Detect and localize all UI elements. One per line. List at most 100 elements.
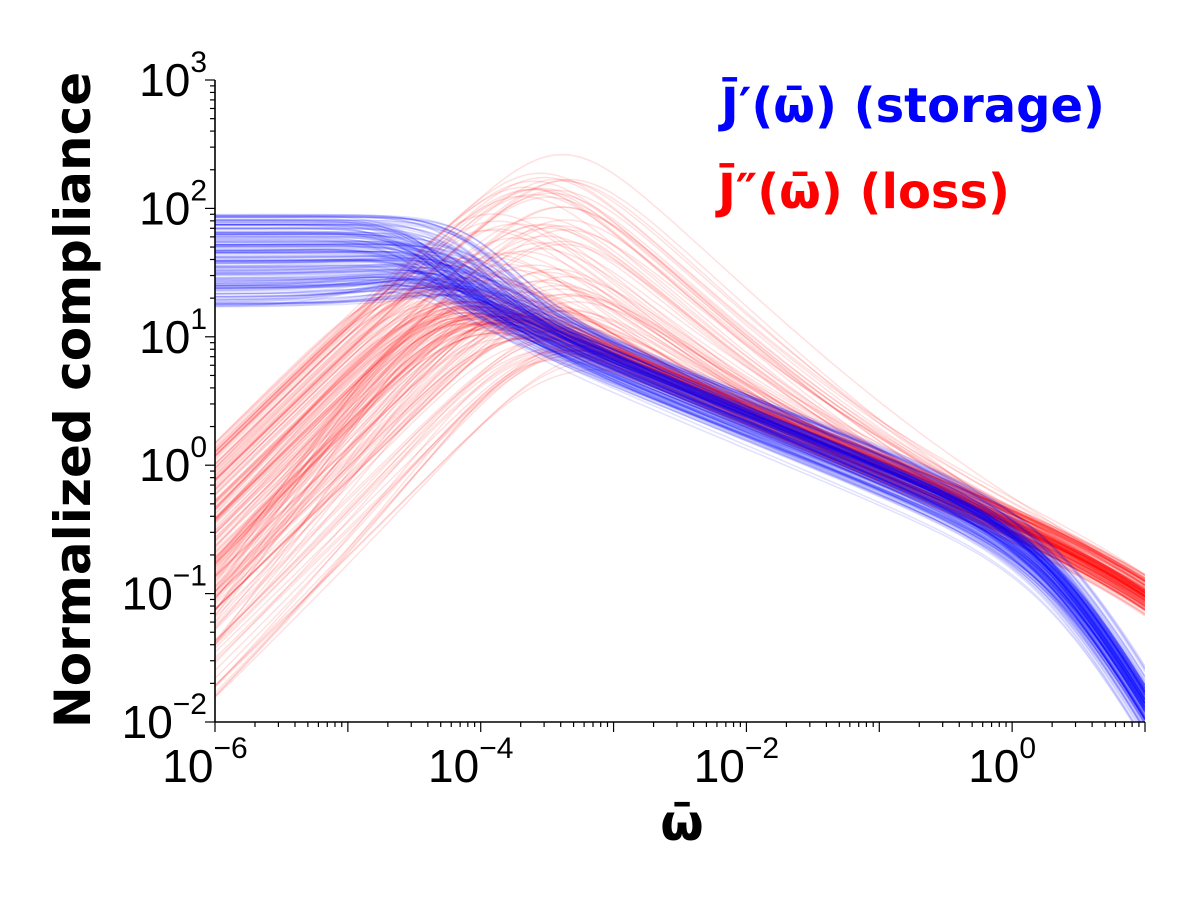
storage-curve: [215, 259, 1145, 713]
loss-curve: [215, 320, 1145, 642]
storage-curve: [215, 256, 1145, 698]
storage-curve: [215, 254, 1145, 708]
loss-curve: [215, 338, 1145, 618]
loss-curve: [215, 344, 1145, 697]
loss-curve: [215, 279, 1145, 598]
loss-curve: [215, 318, 1145, 597]
loss-curve: [215, 300, 1145, 585]
storage-curve: [215, 268, 1145, 708]
storage-curve: [215, 281, 1145, 707]
loss-curve: [215, 280, 1145, 596]
storage-curve: [215, 214, 1145, 692]
storage-curve: [215, 258, 1145, 696]
storage-curve: [215, 293, 1145, 694]
storage-curve: [215, 273, 1145, 720]
storage-curve: [215, 221, 1145, 690]
loss-curve: [215, 317, 1145, 597]
loss-curve: [215, 213, 1145, 580]
loss-curve: [215, 336, 1145, 628]
storage-curve: [215, 223, 1145, 695]
storage-curve: [215, 276, 1145, 687]
y-axis-label: Normalized compliance: [44, 72, 102, 728]
storage-curve: [215, 277, 1145, 712]
loss-curve: [215, 301, 1145, 580]
loss-curve: [215, 339, 1145, 664]
storage-curve: [215, 243, 1145, 689]
storage-curve: [215, 215, 1145, 711]
storage-curve: [215, 231, 1145, 701]
storage-curve: [215, 243, 1145, 706]
storage-curve: [215, 258, 1145, 710]
storage-curve: [215, 221, 1145, 716]
loss-curve: [215, 301, 1145, 599]
loss-curve: [215, 282, 1145, 611]
loss-curve: [215, 311, 1145, 577]
storage-curve: [215, 288, 1145, 692]
storage-curves: [215, 213, 1145, 722]
loss-curve: [215, 321, 1145, 603]
loss-curve: [215, 315, 1145, 607]
loss-curve: [215, 294, 1145, 608]
storage-curve: [215, 233, 1145, 703]
storage-curve: [215, 270, 1145, 699]
loss-curve: [215, 329, 1145, 644]
storage-curve: [215, 223, 1143, 722]
storage-curve: [215, 249, 1145, 719]
loss-curve: [215, 293, 1145, 597]
y-tick-label: 10−2: [122, 688, 207, 748]
x-axis-label: ω̄: [660, 794, 703, 852]
loss-curve: [215, 312, 1145, 599]
loss-curve: [215, 286, 1145, 593]
loss-curve: [215, 193, 1145, 592]
loss-curve: [215, 304, 1145, 599]
loss-curve: [215, 313, 1145, 606]
storage-curve: [215, 271, 1145, 682]
loss-curve: [215, 216, 1145, 589]
loss-curve: [215, 180, 1145, 597]
loss-curve: [215, 336, 1145, 604]
loss-curve: [215, 315, 1145, 591]
loss-curve: [215, 350, 1145, 688]
storage-curve: [215, 264, 1145, 707]
loss-curve: [215, 276, 1145, 594]
storage-curve: [215, 218, 1145, 717]
loss-curve: [215, 189, 1145, 587]
storage-curve: [215, 231, 1145, 710]
storage-curve: [215, 257, 1145, 704]
storage-curve: [215, 250, 1142, 722]
storage-curve: [215, 271, 1145, 721]
loss-curve: [215, 228, 1145, 591]
storage-curve: [215, 223, 1145, 708]
storage-curve: [215, 259, 1145, 712]
storage-curve: [215, 248, 1145, 695]
loss-curve: [215, 321, 1145, 599]
storage-curve: [215, 227, 1145, 693]
loss-curve: [215, 280, 1145, 594]
storage-curve: [215, 278, 1145, 701]
storage-curve: [215, 262, 1145, 680]
loss-curve: [215, 312, 1145, 588]
loss-curve: [215, 176, 1145, 577]
storage-curve: [215, 232, 1145, 704]
storage-curve: [215, 237, 1145, 693]
loss-curve: [215, 229, 1145, 612]
loss-curve: [215, 314, 1145, 604]
loss-curve: [215, 349, 1145, 687]
loss-curve: [215, 318, 1145, 601]
loss-curve: [215, 316, 1145, 611]
storage-curve: [215, 231, 1145, 700]
loss-curve: [215, 315, 1145, 611]
storage-curve: [215, 244, 1145, 677]
loss-curve: [215, 327, 1145, 614]
loss-curve: [215, 331, 1145, 615]
storage-curve: [215, 216, 1145, 705]
storage-curve: [215, 287, 1145, 694]
storage-curve: [215, 295, 1145, 697]
loss-curve: [215, 289, 1145, 585]
storage-curve: [215, 269, 1145, 704]
storage-curve: [215, 219, 1145, 720]
loss-curve: [215, 291, 1145, 606]
loss-curve: [215, 326, 1145, 592]
loss-curve: [215, 312, 1145, 601]
